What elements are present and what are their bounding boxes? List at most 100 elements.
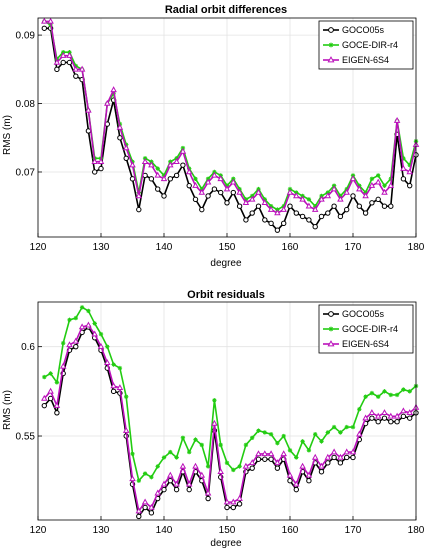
data-point bbox=[72, 337, 80, 344]
data-point bbox=[287, 203, 293, 209]
data-point bbox=[306, 477, 312, 484]
data-point bbox=[299, 213, 306, 220]
data-point bbox=[167, 176, 174, 182]
data-point bbox=[387, 412, 395, 419]
x-axis-label: degree bbox=[210, 258, 242, 269]
data-point bbox=[324, 453, 332, 460]
data-point bbox=[274, 465, 281, 471]
data-point bbox=[54, 380, 60, 385]
data-point bbox=[382, 389, 387, 394]
x-tick-label: 180 bbox=[408, 242, 425, 253]
data-point bbox=[387, 181, 395, 188]
data-point bbox=[217, 468, 224, 475]
data-point bbox=[343, 188, 350, 195]
data-point bbox=[262, 217, 268, 223]
data-point bbox=[350, 193, 356, 199]
data-point bbox=[73, 315, 78, 321]
data-point bbox=[161, 486, 167, 493]
data-point bbox=[325, 210, 331, 216]
data-point bbox=[98, 165, 104, 172]
data-point bbox=[305, 202, 313, 209]
chart-title: Orbit residuals bbox=[187, 289, 265, 301]
data-point bbox=[217, 175, 224, 182]
data-point bbox=[180, 435, 186, 441]
data-point bbox=[205, 193, 211, 199]
data-point bbox=[343, 448, 350, 455]
data-point bbox=[129, 475, 136, 482]
x-tick-label: 140 bbox=[156, 242, 173, 253]
x-tick-label: 120 bbox=[30, 525, 47, 536]
data-point bbox=[224, 504, 230, 511]
data-point bbox=[243, 217, 249, 223]
data-point bbox=[281, 220, 287, 227]
legend-marker bbox=[328, 311, 334, 317]
data-point bbox=[110, 382, 117, 389]
data-point bbox=[224, 200, 230, 206]
x-tick-label: 140 bbox=[156, 525, 173, 536]
legend-label: GOCE-DIR-r4 bbox=[342, 40, 398, 50]
legend-marker bbox=[327, 340, 335, 347]
data-point bbox=[123, 155, 129, 161]
data-point bbox=[299, 462, 306, 469]
data-point bbox=[306, 197, 312, 202]
data-point bbox=[173, 172, 180, 179]
legend-marker bbox=[327, 56, 335, 63]
data-point bbox=[192, 181, 199, 188]
data-point bbox=[400, 176, 407, 182]
data-point bbox=[73, 73, 79, 79]
data-point bbox=[41, 17, 48, 24]
data-point bbox=[117, 135, 123, 141]
data-point bbox=[318, 469, 325, 475]
data-point bbox=[174, 455, 179, 460]
data-point bbox=[312, 224, 318, 230]
data-point bbox=[199, 206, 205, 213]
orbit-residuals-chart: Orbit residuals degree RMS (m) 120 130 140… bbox=[2, 289, 425, 549]
data-point bbox=[142, 504, 148, 511]
data-point bbox=[72, 65, 80, 72]
data-point bbox=[293, 192, 300, 199]
data-point bbox=[400, 164, 407, 171]
data-point bbox=[262, 430, 267, 435]
data-point bbox=[124, 394, 129, 399]
data-point bbox=[236, 188, 243, 195]
data-point bbox=[91, 158, 98, 164]
chart-title: Radial orbit differences bbox=[165, 4, 287, 16]
data-point bbox=[388, 419, 394, 425]
data-point bbox=[41, 394, 48, 401]
data-point bbox=[167, 477, 174, 484]
data-point bbox=[248, 195, 256, 202]
data-point bbox=[173, 486, 180, 493]
data-point bbox=[407, 162, 412, 168]
data-point bbox=[255, 188, 262, 195]
data-point bbox=[205, 464, 211, 469]
data-point bbox=[311, 453, 319, 460]
data-point bbox=[338, 430, 343, 435]
data-point bbox=[111, 362, 116, 367]
data-point bbox=[407, 389, 412, 394]
data-point bbox=[357, 407, 362, 412]
data-point bbox=[230, 504, 237, 511]
data-point bbox=[381, 188, 388, 195]
data-point bbox=[47, 17, 54, 24]
legend-label: GOCE-DIR-r4 bbox=[342, 324, 398, 334]
data-point bbox=[349, 448, 357, 455]
data-point bbox=[60, 59, 66, 66]
data-point bbox=[318, 462, 325, 469]
data-point bbox=[41, 25, 47, 31]
data-point bbox=[267, 205, 275, 212]
data-point bbox=[179, 147, 187, 154]
data-point bbox=[185, 168, 193, 175]
data-point bbox=[337, 460, 344, 466]
data-point bbox=[306, 217, 312, 223]
data-point bbox=[61, 340, 66, 346]
data-point bbox=[369, 415, 375, 421]
data-point bbox=[262, 456, 268, 462]
data-point bbox=[249, 210, 255, 216]
y-tick-label: 0.07 bbox=[16, 167, 36, 178]
data-point bbox=[337, 453, 344, 460]
data-point bbox=[325, 460, 331, 466]
x-tick-label: 150 bbox=[219, 242, 236, 253]
data-point bbox=[54, 66, 60, 73]
data-point bbox=[255, 203, 262, 209]
data-point bbox=[168, 449, 173, 455]
